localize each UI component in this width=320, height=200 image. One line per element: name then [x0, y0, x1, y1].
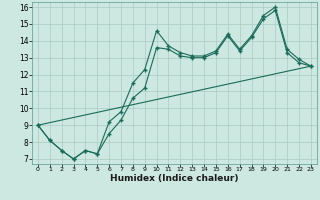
X-axis label: Humidex (Indice chaleur): Humidex (Indice chaleur): [110, 174, 239, 183]
